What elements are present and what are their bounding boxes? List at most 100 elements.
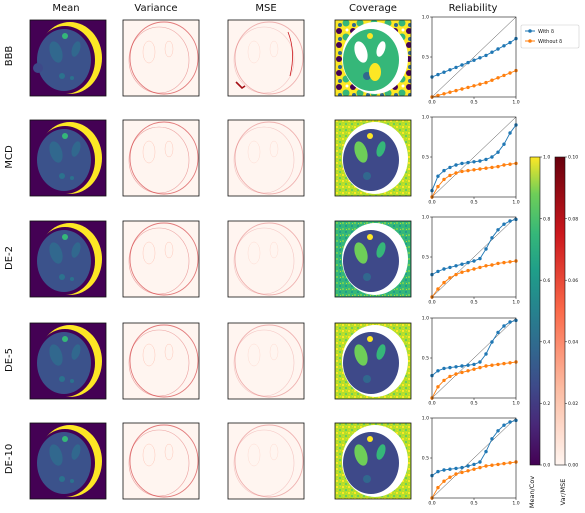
viridis-colorbar-tick-label: 0.4 [543,340,550,346]
without-delta-point [472,168,476,172]
x-tick-label: 0.0 [428,200,435,206]
reds-colorbar-tick-label: 0.10 [568,155,578,161]
without-delta-point [472,467,476,471]
x-tick-label: 1.0 [512,200,519,206]
with-delta-point [436,369,440,373]
y-tick-label: 0.5 [422,356,429,362]
column-header-reliability: Reliability [449,3,498,14]
with-delta-point [460,262,464,266]
without-delta-point [436,485,440,490]
with-delta-point [496,150,500,154]
without-delta-point [460,169,464,174]
ideal-diagonal [431,116,517,198]
reds-colorbar-tick-label: 0.08 [568,216,578,222]
x-tick-label: 0.5 [470,401,477,407]
with-delta-point [502,222,506,226]
with-delta-point [466,260,470,265]
without-delta-point [508,162,512,166]
x-tick-label: 0.5 [470,501,477,507]
mean-image-mcd [29,119,107,197]
without-delta-point [466,369,470,373]
with-delta-point [502,44,506,48]
with-delta-point [484,53,488,58]
with-delta-point [472,462,476,467]
with-delta-point [496,429,500,433]
x-tick-label: 0.0 [428,300,435,306]
x-tick-label: 1.0 [512,300,519,306]
without-delta-point [454,472,458,476]
with-delta-point [460,63,464,67]
without-delta-point [466,168,470,173]
with-delta-point [484,352,488,356]
without-delta-point [472,367,476,371]
mean-image-de-5 [29,322,107,400]
y-tick-label: 0.5 [422,456,429,462]
with-delta-point [490,236,494,240]
without-delta-point [454,372,458,376]
with-delta-point [448,365,452,370]
x-tick-label: 1.0 [512,501,519,507]
without-delta-point [472,84,476,88]
with-delta-point [442,468,446,472]
viridis-colorbar-label: Mean/Cov [528,476,536,508]
legend-without-delta-label: Without δ [538,39,562,45]
without-delta-point [484,264,488,268]
without-delta-point [502,361,506,366]
with-delta-point [508,320,512,324]
coverage-image-de-10 [334,422,412,500]
ideal-diagonal [431,417,517,499]
without-delta-point [472,267,476,271]
without-delta-point [442,378,446,383]
with-delta-point [442,70,446,74]
ideal-diagonal [431,16,517,98]
with-delta-point [466,363,470,367]
without-delta-point [478,82,482,86]
row-label-de-10: DE-10 [4,444,15,474]
x-tick-label: 0.0 [428,501,435,507]
x-tick-label: 0.0 [428,100,435,106]
without-delta-point [466,268,470,273]
with-delta-point [466,60,470,65]
without-delta-point [484,364,488,368]
variance-image-de-2 [122,220,200,298]
reliability-plot-mcd: 0.0 0.5 1.0 0.5 1.0 [422,115,520,206]
without-delta-point [478,265,482,270]
reds-colorbar-tick-label: 0.06 [568,278,578,284]
without-delta-point [448,475,452,479]
with-delta-point [502,142,506,146]
without-delta-point [502,73,506,78]
with-delta-point [454,365,458,369]
without-delta-point [436,385,440,389]
without-delta-point [448,276,452,280]
reliability-plot-bbb: 0.0 0.5 1.0 0.5 1.0 [422,15,520,106]
with-delta-point [448,165,452,170]
without-delta-point [436,287,440,291]
mse-image-de-2 [227,220,305,298]
with-delta-point [472,259,476,263]
reliability-plot-de-5: 0.0 0.5 1.0 0.5 1.0 [422,316,520,407]
with-delta-point [460,465,464,470]
viridis-colorbar-tick-label: 0.2 [543,401,550,407]
without-delta-point [478,465,482,470]
with-delta-point [490,340,494,344]
with-delta-point [478,159,482,163]
without-delta-point [508,260,512,264]
with-delta-point [508,219,512,223]
x-tick-label: 0.5 [470,200,477,206]
without-delta-point [454,88,458,93]
without-delta-point [442,479,446,483]
with-delta-point [460,364,464,368]
without-delta-point [460,370,464,375]
with-delta-point [484,449,488,454]
without-delta-point [442,280,446,285]
y-tick-label: 0.5 [422,255,429,261]
with-delta-point [478,460,482,464]
column-header-mean: Mean [52,3,79,14]
without-delta-point [502,260,506,265]
with-delta-point [490,50,494,54]
row-label-bbb: BBB [4,46,15,67]
mean-image-de-2 [29,220,107,298]
with-delta-point [442,267,446,271]
variance-image-bbb [122,19,200,97]
coverage-image-mcd [334,119,412,197]
